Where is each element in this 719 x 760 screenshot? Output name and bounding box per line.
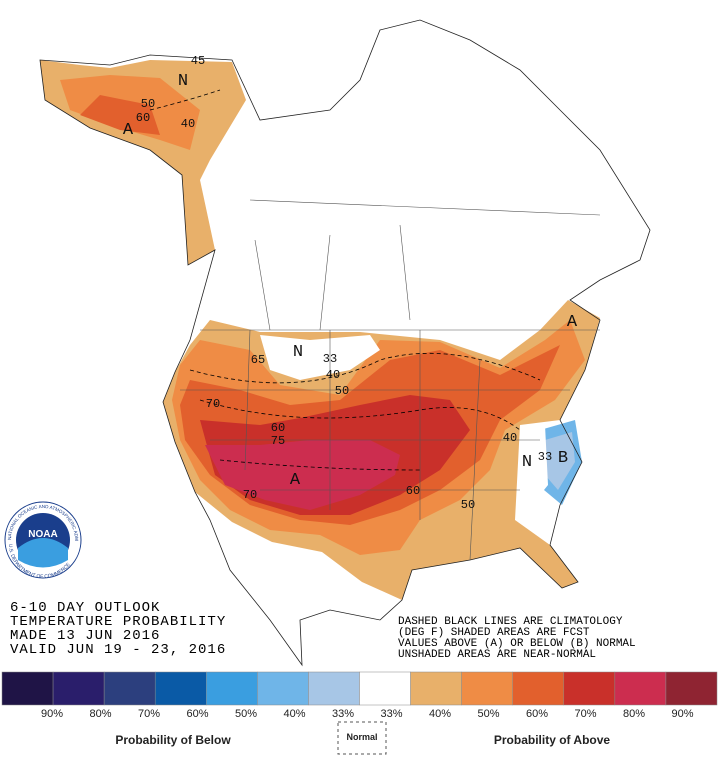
map-label: N [178, 72, 188, 91]
map-label: 45 [191, 54, 205, 68]
legend-label: 80% [623, 708, 645, 720]
legend-swatch [206, 671, 258, 706]
map-label: 50 [461, 498, 475, 512]
map-label: 50 [335, 384, 349, 398]
legend-above: Probability of Above [494, 733, 611, 747]
legend-below: Probability of Below [115, 733, 231, 747]
legend-label: 40% [283, 708, 305, 720]
legend-label: 50% [235, 708, 257, 720]
map-label: 33 [323, 352, 337, 366]
legend: Probability of Below Normal Probability … [1, 671, 718, 755]
legend-swatch [563, 671, 616, 706]
alaska-60 [80, 95, 160, 135]
notes-text: DASHED BLACK LINES ARE CLIMATOLOGY(DEG F… [398, 616, 636, 661]
normal-area [260, 335, 380, 380]
conus-80 [205, 440, 400, 510]
map-label: N [293, 343, 303, 362]
map-label: 75 [271, 434, 285, 448]
legend-swatch [1, 671, 54, 706]
note-line: DASHED BLACK LINES ARE CLIMATOLOGY [398, 616, 623, 628]
map-label: N [522, 453, 532, 472]
legend-label: 60% [186, 708, 208, 720]
legend-label: 90% [671, 708, 693, 720]
legend-swatch [154, 671, 207, 706]
legend-label: 60% [526, 708, 548, 720]
outlook-line: MADE 13 JUN 2016 [10, 628, 160, 644]
map-label: 40 [326, 368, 340, 382]
normal-box [337, 721, 387, 755]
below-33 [545, 432, 575, 490]
map-label: 33 [538, 450, 552, 464]
legend-swatch [257, 671, 309, 706]
legend-label: 80% [89, 708, 111, 720]
legend-swatch [665, 671, 718, 706]
legend-label: 70% [574, 708, 596, 720]
map-label: 65 [251, 353, 265, 367]
map-label: 70 [206, 397, 220, 411]
map-label: 40 [181, 117, 195, 131]
legend-label: 33% [380, 708, 402, 720]
map-label: 60 [271, 421, 285, 435]
legend-label: 90% [41, 708, 63, 720]
legend-label: 70% [138, 708, 160, 720]
outlook-line: 6-10 DAY OUTLOOK [10, 600, 160, 616]
map-label: 60 [136, 111, 150, 125]
map-label: A [567, 313, 578, 332]
legend-label: 33% [332, 708, 354, 720]
map-label: 40 [503, 431, 517, 445]
legend-swatch [461, 671, 513, 706]
borders [180, 199, 601, 561]
map-label: 50 [141, 97, 155, 111]
legend-swatch [359, 671, 411, 706]
map-label: A [123, 121, 134, 140]
note-line: VALUES ABOVE (A) OR BELOW (B) NORMAL [398, 638, 636, 650]
legend-label: 40% [429, 708, 451, 720]
legend-swatch [614, 671, 667, 706]
logo-wave [18, 538, 68, 568]
legend-swatch [103, 671, 156, 706]
legend-swatch [308, 671, 360, 706]
map-label: B [558, 449, 568, 468]
outlook-line: VALID JUN 19 - 23, 2016 [10, 642, 226, 658]
map-label: 70 [243, 488, 257, 502]
outlook-line: TEMPERATURE PROBABILITY [10, 614, 226, 630]
logo-name: NOAA [28, 529, 57, 540]
coastline [39, 19, 651, 667]
note-line: (DEG F) SHADED AREAS ARE FCST [398, 627, 590, 639]
note-line: UNSHADED AREAS ARE NEAR-NORMAL [398, 649, 596, 661]
legend-swatch [52, 671, 105, 706]
outlines [39, 19, 651, 667]
legend-normal: Normal [346, 732, 377, 742]
climatology-lines [149, 89, 541, 471]
normal-area-east [520, 425, 548, 520]
map-label: A [290, 471, 301, 490]
legend-label: 50% [477, 708, 499, 720]
map-label: 60 [406, 484, 420, 498]
legend-swatch [512, 671, 565, 706]
legend-swatch [410, 671, 462, 706]
